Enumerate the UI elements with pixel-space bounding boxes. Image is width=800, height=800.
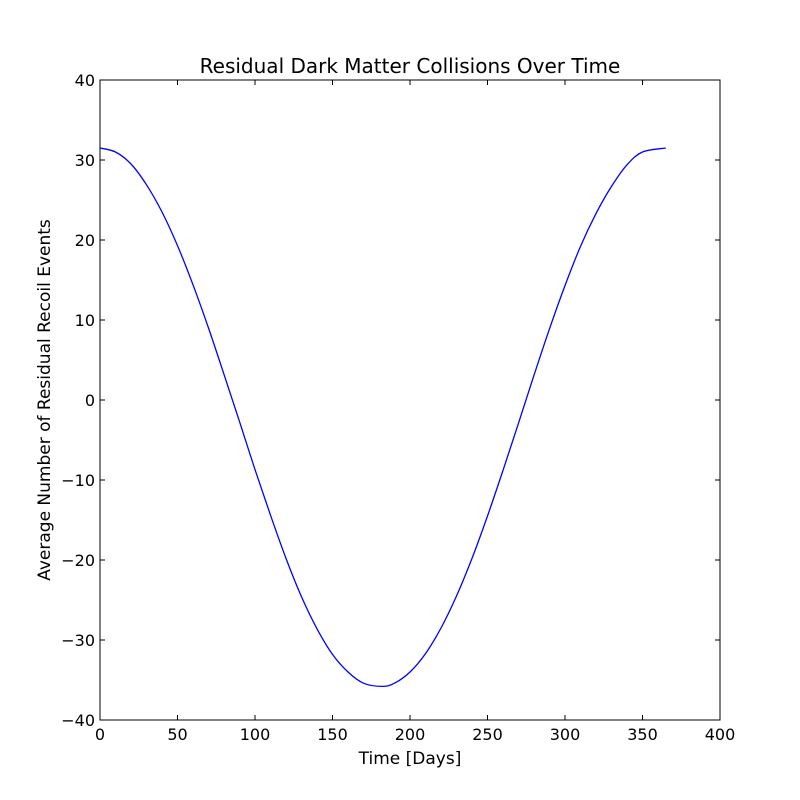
y-tick-label: −30 bbox=[61, 631, 95, 650]
y-tick-labels: 40 30 20 10 0 −10 −20 −30 −40 bbox=[61, 71, 95, 730]
x-tick-label: 250 bbox=[472, 725, 503, 744]
y-tick-label: 40 bbox=[75, 71, 95, 90]
x-tick-label: 150 bbox=[317, 725, 348, 744]
x-tick-label: 0 bbox=[95, 725, 105, 744]
y-tick-label: 10 bbox=[75, 311, 95, 330]
x-tick-label: 50 bbox=[167, 725, 187, 744]
y-tick-label: 0 bbox=[85, 391, 95, 410]
y-tick-label: −20 bbox=[61, 551, 95, 570]
y-tick-label: 30 bbox=[75, 151, 95, 170]
x-tick-label: 350 bbox=[627, 725, 658, 744]
y-tick-label: −10 bbox=[61, 471, 95, 490]
x-tick-label: 200 bbox=[395, 725, 426, 744]
series-line bbox=[99, 147, 666, 688]
plot-area-frame bbox=[99, 79, 721, 721]
x-tick-labels: 0 50 100 150 200 250 300 350 400 bbox=[95, 725, 735, 744]
x-axis-label: Time [Days] bbox=[358, 749, 462, 769]
y-tick-label: 20 bbox=[75, 231, 95, 250]
x-tick-label: 100 bbox=[240, 725, 271, 744]
x-tick-label: 300 bbox=[550, 725, 581, 744]
y-axis-label: Average Number of Residual Recoil Events bbox=[35, 219, 55, 581]
chart-title: Residual Dark Matter Collisions Over Tim… bbox=[200, 54, 621, 78]
x-tick-label: 400 bbox=[705, 725, 736, 744]
y-tick-label: −40 bbox=[61, 711, 95, 730]
